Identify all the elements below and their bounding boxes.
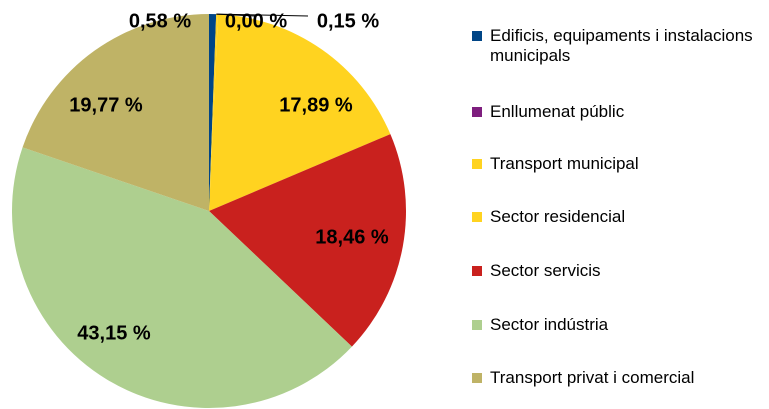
data-label: 18,46 % [315, 226, 389, 248]
legend-swatch [472, 373, 482, 383]
legend-item: Sector indústria [472, 315, 764, 335]
pie-slice [209, 134, 406, 347]
data-label: 0,15 % [317, 10, 379, 32]
legend-swatch [472, 31, 482, 41]
legend-swatch [472, 107, 482, 117]
leader-line [217, 13, 309, 17]
legend-item: Sector residencial [472, 207, 764, 227]
legend-label: Transport municipal [490, 154, 639, 173]
legend-item: Edificis, equipaments i insta­lacions mu… [472, 26, 764, 66]
legend-label: Transport privat i comercial [490, 368, 695, 387]
pie-slice [209, 14, 391, 212]
pie-slice [209, 14, 217, 211]
legend-label: Sector indústria [490, 315, 609, 334]
legend-label: Sector servicis [490, 261, 601, 280]
legend-item: Transport privat i comercial [472, 368, 764, 388]
legend-swatch [472, 266, 482, 276]
pie-slice [209, 14, 219, 212]
legend-item: Enllumenat públic [472, 102, 764, 122]
legend-item: Sector servicis [472, 261, 764, 281]
legend-item: Transport municipal [472, 154, 764, 174]
pie-slice [22, 14, 210, 211]
data-label: 0,58 % [129, 10, 191, 32]
data-label: 17,89 % [279, 94, 353, 116]
legend-swatch [472, 212, 482, 222]
legend-swatch [472, 159, 482, 169]
legend-label: Enllumenat públic [490, 102, 625, 121]
data-label: 19,77 % [69, 94, 143, 116]
legend-label: Sector residencial [490, 207, 626, 226]
data-label: 0,00 % [225, 10, 287, 32]
legend-label: Edificis, equipaments i insta­lacions mu… [490, 26, 753, 65]
legend-swatch [472, 320, 482, 330]
pie-slice [11, 147, 352, 408]
data-label: 43,15 % [77, 322, 151, 344]
